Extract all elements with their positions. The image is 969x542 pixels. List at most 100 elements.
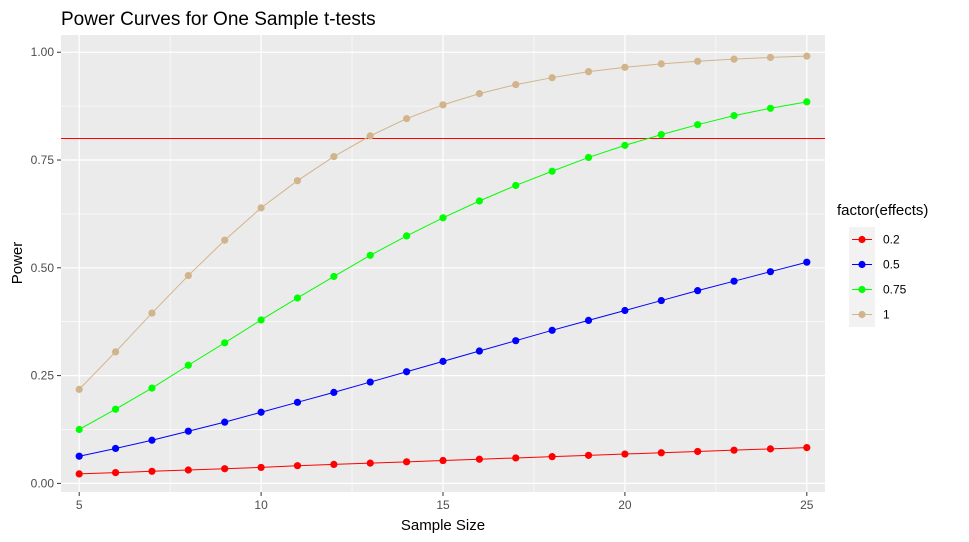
data-point	[512, 454, 520, 462]
data-point	[330, 460, 338, 469]
data-point	[694, 447, 702, 456]
data-point	[694, 121, 702, 129]
data-point	[439, 214, 447, 222]
data-point	[257, 204, 265, 212]
data-point	[257, 408, 265, 416]
data-point	[512, 337, 520, 345]
legend-item-0.2: 0.2	[849, 227, 900, 252]
data-point	[766, 445, 775, 453]
data-point	[293, 294, 302, 302]
y-tick-label: 0.25	[31, 369, 55, 383]
data-point	[512, 80, 520, 89]
data-point	[584, 451, 593, 459]
data-point	[366, 459, 374, 467]
data-point	[803, 258, 811, 266]
legend-label: 0.75	[883, 283, 907, 297]
legend-key-point	[858, 310, 866, 319]
data-point	[221, 236, 229, 244]
x-tick-label: 20	[618, 498, 632, 512]
chart-title: Power Curves for One Sample t-tests	[61, 9, 376, 30]
data-point	[475, 197, 483, 205]
y-axis-title: Power	[9, 242, 26, 285]
series-0.75	[75, 98, 811, 434]
data-point	[657, 130, 665, 139]
x-tick-label: 15	[436, 498, 450, 512]
data-point	[293, 462, 302, 470]
legend-label: 1	[883, 308, 890, 322]
data-point	[184, 271, 192, 280]
data-point	[548, 453, 556, 461]
data-point	[548, 326, 556, 334]
data-point	[439, 456, 447, 465]
x-tick-label: 10	[254, 498, 268, 512]
data-point	[293, 398, 302, 406]
data-point	[75, 470, 83, 478]
data-point	[330, 152, 338, 161]
data-point	[512, 181, 520, 190]
data-point	[766, 53, 775, 62]
legend: factor(effects) 0.2 0.5 0.75 1	[837, 202, 928, 327]
data-point	[439, 357, 447, 365]
y-tick-label: 0.75	[31, 153, 55, 167]
data-point	[366, 378, 374, 386]
data-point	[184, 427, 192, 435]
data-point	[403, 368, 411, 376]
data-point	[475, 90, 483, 98]
series-0.5	[75, 258, 811, 460]
data-point	[657, 60, 665, 68]
data-point	[584, 153, 593, 162]
legend-item-0.5: 0.5	[849, 252, 900, 277]
data-point	[730, 277, 738, 285]
data-point	[330, 272, 338, 281]
data-point	[366, 132, 374, 140]
legend-key-point	[858, 285, 866, 294]
x-tick-label: 5	[76, 498, 83, 512]
data-point	[730, 112, 738, 120]
data-point	[403, 115, 411, 123]
data-point	[111, 405, 120, 413]
data-point	[694, 287, 702, 295]
data-point	[257, 463, 265, 472]
legend-item-1: 1	[849, 302, 890, 327]
data-point	[621, 63, 629, 71]
legend-key-point	[858, 235, 866, 244]
data-point	[330, 388, 338, 397]
data-point	[730, 55, 738, 63]
grid-lines	[61, 35, 825, 492]
x-axis-title: Sample Size	[401, 517, 485, 534]
data-point	[803, 443, 811, 452]
series-1	[75, 52, 811, 393]
data-point	[766, 268, 775, 276]
data-point	[439, 101, 447, 109]
data-point	[803, 98, 811, 106]
data-point	[111, 444, 120, 453]
data-point	[803, 52, 811, 60]
legend-label: 0.2	[883, 233, 900, 247]
data-point	[621, 141, 629, 149]
data-point	[475, 455, 483, 463]
data-point	[621, 306, 629, 315]
data-point	[657, 449, 665, 457]
data-point	[221, 418, 229, 426]
legend-label: 0.5	[883, 258, 900, 272]
data-point	[366, 251, 374, 259]
data-point	[403, 458, 411, 466]
data-point	[221, 339, 229, 347]
axes: 0.00 0.25 0.50 0.75 1.00 5 10 15 20 25	[31, 45, 814, 512]
data-point	[548, 167, 556, 175]
data-point	[293, 177, 302, 185]
data-point	[148, 467, 156, 475]
data-point	[148, 436, 156, 444]
legend-item-0.75: 0.75	[849, 277, 907, 302]
data-point	[657, 296, 665, 305]
legend-title: factor(effects)	[837, 202, 928, 219]
x-tick-label: 25	[800, 498, 814, 512]
y-tick-label: 0.00	[31, 476, 55, 490]
data-point	[766, 104, 775, 112]
data-point	[221, 465, 229, 473]
y-tick-label: 0.50	[31, 261, 55, 275]
data-point	[111, 348, 120, 356]
data-point	[403, 232, 411, 240]
data-point	[111, 468, 120, 477]
